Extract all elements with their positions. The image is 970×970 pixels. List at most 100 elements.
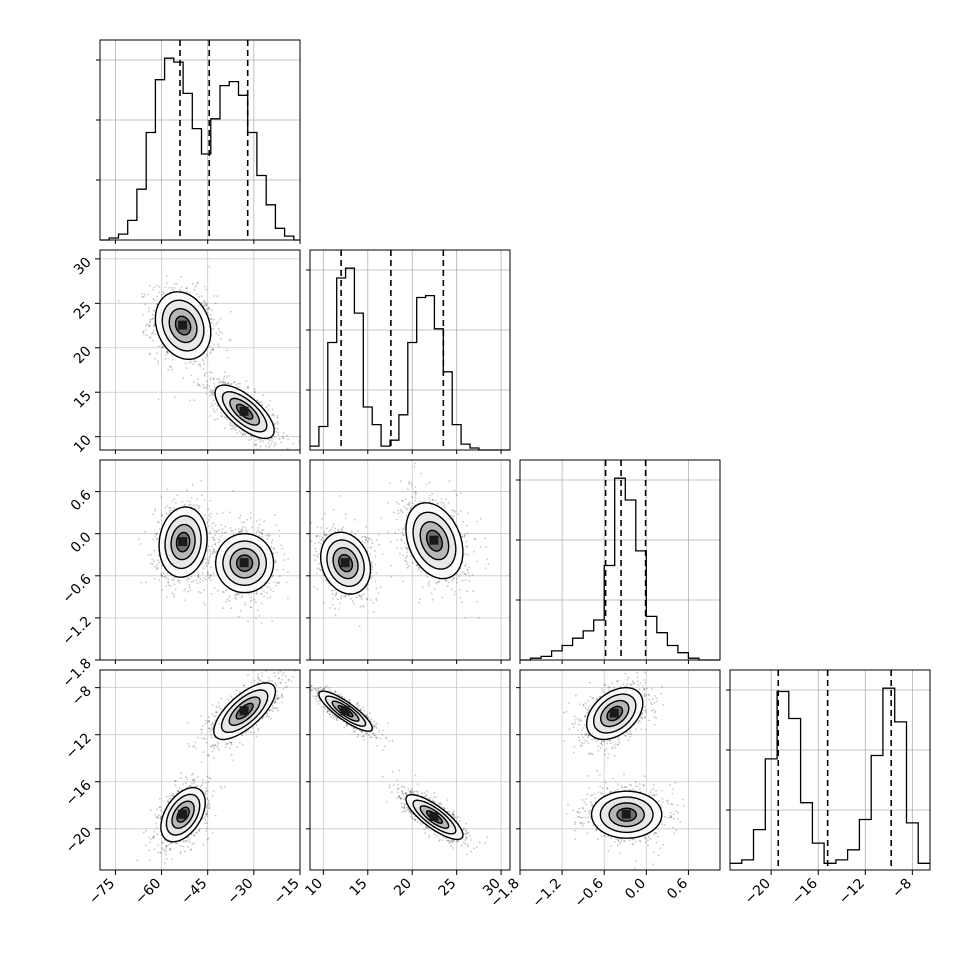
scatter-point — [250, 438, 253, 441]
scatter-point — [174, 588, 177, 591]
histogram-steps-p0 — [100, 57, 300, 241]
scatter-point — [196, 784, 199, 787]
scatter-point — [167, 580, 170, 583]
scatter-point — [160, 496, 163, 499]
scatter-point — [165, 274, 168, 277]
scatter-point — [268, 582, 270, 584]
scatter-point — [241, 433, 244, 436]
scatter-point — [169, 842, 172, 845]
scatter-point — [158, 797, 161, 800]
scatter-point — [204, 793, 207, 796]
scatter-point — [212, 389, 215, 392]
scatter-point — [192, 579, 195, 582]
scatter-point — [276, 568, 279, 571]
scatter-point — [189, 785, 192, 787]
scatter-point — [238, 517, 241, 519]
scatter-point — [208, 719, 211, 722]
scatter-point — [165, 596, 168, 598]
scatter-point — [278, 529, 281, 532]
scatter-point — [152, 538, 155, 541]
scatter-point — [178, 787, 181, 789]
scatter-point — [266, 586, 269, 588]
scatter-point — [298, 440, 300, 443]
scatter-point — [150, 553, 152, 556]
scatter-point — [142, 330, 145, 333]
scatter-point — [180, 777, 183, 780]
scatter-point — [215, 710, 218, 713]
scatter-point — [196, 498, 199, 500]
scatter-point — [205, 807, 208, 809]
scatter-point — [253, 598, 256, 601]
scatter-point — [236, 432, 239, 434]
scatter-point — [196, 382, 199, 385]
scatter-point — [216, 746, 219, 749]
scatter-point — [157, 851, 160, 854]
scatter-point — [200, 295, 203, 297]
scatter-point — [162, 346, 165, 348]
scatter-point — [224, 531, 226, 534]
scatter-point — [213, 529, 216, 532]
scatter-point — [281, 437, 284, 439]
scatter-point — [211, 722, 214, 724]
scatter-point — [216, 408, 219, 411]
scatter-point — [184, 776, 187, 779]
scatter-point — [201, 302, 204, 305]
scatter-point — [176, 494, 178, 497]
scatter-point — [193, 399, 196, 402]
scatter-point — [192, 778, 195, 781]
scatter-point — [208, 557, 211, 559]
scatter-point — [235, 593, 238, 596]
scatter-point — [274, 443, 277, 446]
scatter-point — [184, 588, 187, 590]
scatter-point — [160, 294, 163, 296]
scatter-point — [190, 497, 193, 499]
scatter-point — [253, 444, 256, 446]
scatter-point — [244, 601, 247, 604]
scatter-point — [191, 774, 193, 776]
scatter-point — [278, 575, 281, 577]
scatter-point — [204, 302, 207, 305]
scatter-point — [210, 574, 213, 576]
scatter-point — [143, 333, 145, 336]
scatter-point — [166, 350, 169, 353]
scatter-point — [250, 596, 252, 599]
scatter-point — [172, 577, 175, 579]
scatter-point — [224, 382, 227, 385]
scatter-point — [259, 438, 262, 441]
scatter-point — [184, 362, 187, 365]
scatter-point — [211, 545, 214, 547]
scatter-point — [149, 319, 152, 321]
scatter-point — [229, 527, 232, 529]
scatter-point — [200, 591, 202, 594]
scatter-point — [276, 416, 279, 419]
scatter-point — [152, 298, 155, 300]
scatter-point — [216, 295, 219, 298]
scatter-point — [168, 286, 171, 289]
scatter-point — [166, 350, 168, 353]
histogram-p1 — [306, 249, 511, 451]
scatter-point — [279, 465, 281, 467]
scatter-point — [144, 829, 147, 832]
scatter-point — [212, 539, 215, 541]
scatter-point — [199, 828, 201, 830]
scatter-point — [186, 291, 188, 293]
scatter-point — [156, 808, 159, 811]
scatter-point — [209, 318, 212, 321]
scatter-point — [217, 321, 220, 323]
scatter-point — [149, 321, 151, 324]
scatter-point — [157, 398, 160, 401]
scatter-point — [271, 437, 274, 440]
scatter-point — [268, 709, 271, 712]
scatter-point — [213, 521, 215, 524]
scatter-point — [173, 507, 176, 509]
scatter-point — [207, 799, 210, 802]
scatter-point — [189, 500, 192, 503]
scatter-point — [204, 375, 206, 377]
scatter-point — [212, 348, 214, 350]
scatter-point — [272, 547, 275, 549]
scatter-point — [196, 378, 199, 380]
scatter-point — [274, 514, 276, 517]
scatter-point — [156, 537, 159, 540]
scatter-point — [209, 379, 212, 381]
scatter-point — [255, 590, 258, 593]
